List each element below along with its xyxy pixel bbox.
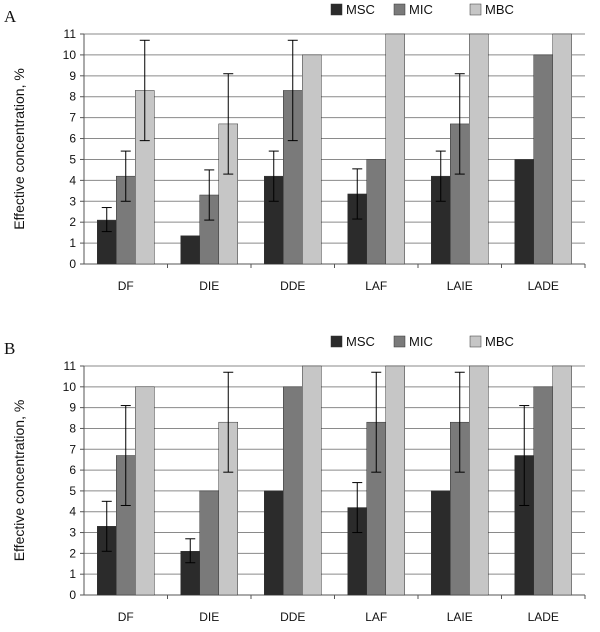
bar-mbc bbox=[469, 33, 489, 265]
bar-mbc bbox=[302, 54, 322, 265]
y-tick-label: 2 bbox=[69, 215, 76, 229]
legend-swatch-mbc bbox=[469, 3, 482, 16]
y-tick-label: 5 bbox=[69, 484, 76, 498]
bar-msc bbox=[514, 159, 534, 265]
bar-mbc bbox=[385, 33, 405, 265]
bar-mic bbox=[283, 386, 303, 596]
y-tick-label: 8 bbox=[69, 90, 76, 104]
legend-label-msc: MSC bbox=[346, 2, 375, 17]
legend-label-mic: MIC bbox=[409, 334, 433, 349]
y-tick-label: 0 bbox=[69, 588, 76, 602]
bar-mic bbox=[366, 159, 386, 265]
x-category-label: DF bbox=[118, 279, 134, 293]
chart-panel-B: B Effective concentration, % 0 1 2 3 4 5 6 7 8 9 10 1… bbox=[4, 334, 586, 624]
legend-label-msc: MSC bbox=[346, 334, 375, 349]
y-axis-label: Effective concentration, % bbox=[11, 400, 27, 562]
bar-mbc bbox=[552, 365, 572, 596]
bar-mbc bbox=[302, 365, 322, 596]
x-category-label: DDE bbox=[280, 610, 305, 624]
bar-msc bbox=[264, 490, 284, 596]
bar-mic bbox=[199, 490, 219, 596]
y-tick-label: 10 bbox=[63, 48, 77, 62]
legend-swatch-mic bbox=[393, 3, 406, 16]
y-tick-label: 9 bbox=[69, 69, 76, 83]
y-tick-label: 6 bbox=[69, 463, 76, 477]
legend-swatch-mbc bbox=[469, 335, 482, 348]
bar-mic bbox=[533, 386, 553, 596]
legend-label-mic: MIC bbox=[409, 2, 433, 17]
x-category-label: DDE bbox=[280, 279, 305, 293]
y-tick-label: 3 bbox=[69, 526, 76, 540]
y-tick-label: 4 bbox=[69, 173, 76, 187]
bar-mbc bbox=[469, 365, 489, 596]
x-category-label: DF bbox=[118, 610, 134, 624]
bar-mbc bbox=[385, 365, 405, 596]
y-axis-label: Effective concentration, % bbox=[11, 68, 27, 230]
legend-swatch-msc bbox=[330, 3, 343, 16]
y-tick-label: 7 bbox=[69, 442, 76, 456]
x-category-label: DIE bbox=[199, 610, 219, 624]
legend-label-mbc: MBC bbox=[485, 334, 514, 349]
y-tick-label: 4 bbox=[69, 505, 76, 519]
x-category-label: LADE bbox=[528, 610, 559, 624]
y-tick-label: 1 bbox=[69, 236, 76, 250]
legend-swatch-mic bbox=[393, 335, 406, 348]
bar-mic bbox=[533, 54, 553, 265]
y-tick-label: 5 bbox=[69, 152, 76, 166]
x-category-label: LAIE bbox=[447, 610, 473, 624]
panel-label: B bbox=[4, 339, 15, 358]
panel-label: A bbox=[4, 7, 17, 26]
y-tick-label: 6 bbox=[69, 132, 76, 146]
bar-msc bbox=[431, 490, 451, 596]
chart-panel-A: A Effective concentration, % 0 1 2 3 4 5 6 7 8 9 10 1… bbox=[4, 2, 586, 293]
y-tick-label: 7 bbox=[69, 111, 76, 125]
y-tick-label: 9 bbox=[69, 401, 76, 415]
y-tick-label: 8 bbox=[69, 421, 76, 435]
x-category-label: LAF bbox=[365, 610, 387, 624]
x-category-label: LAF bbox=[365, 279, 387, 293]
y-tick-label: 11 bbox=[64, 359, 77, 373]
y-tick-label: 10 bbox=[63, 380, 77, 394]
x-category-label: DIE bbox=[199, 279, 219, 293]
y-tick-label: 1 bbox=[69, 567, 76, 581]
x-category-label: LAIE bbox=[447, 279, 473, 293]
x-category-label: LADE bbox=[528, 279, 559, 293]
bar-mbc bbox=[135, 386, 155, 596]
y-tick-label: 3 bbox=[69, 194, 76, 208]
y-tick-label: 0 bbox=[69, 257, 76, 271]
legend-label-mbc: MBC bbox=[485, 2, 514, 17]
bar-mbc bbox=[552, 33, 572, 265]
legend-swatch-msc bbox=[330, 335, 343, 348]
y-tick-label: 2 bbox=[69, 546, 76, 560]
bar-msc bbox=[180, 235, 200, 265]
y-tick-label: 11 bbox=[64, 27, 77, 41]
